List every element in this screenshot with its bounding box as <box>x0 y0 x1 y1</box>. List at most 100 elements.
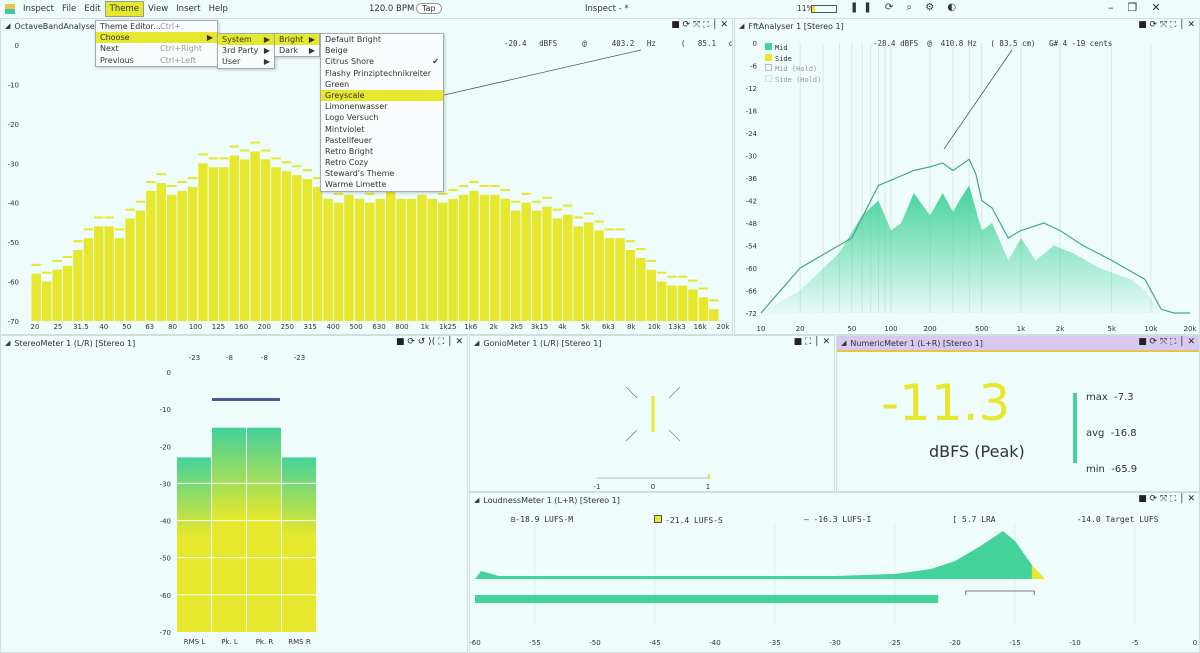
menu-theme-editor[interactable]: Theme Editor... Ctrl+. <box>100 22 184 31</box>
menu-user[interactable]: User ▶ <box>222 57 270 67</box>
collapse-icon[interactable]: ◢ <box>474 339 480 347</box>
theme-item[interactable]: Pastellfeuer <box>325 135 373 145</box>
theme-item[interactable]: Greyscale <box>321 89 443 102</box>
lra[interactable]: [ 5.7 LRA <box>952 515 996 524</box>
menu-system[interactable]: System ▶ <box>218 34 274 46</box>
octave-peak-hold <box>250 141 260 144</box>
collapse-icon[interactable]: ◢ <box>474 496 480 504</box>
octave-peak-hold <box>302 169 312 172</box>
theme-item[interactable]: Mintviolet <box>325 124 365 134</box>
octave-bar <box>625 250 636 321</box>
submenu-arrow-icon: ▶ <box>263 35 270 44</box>
octave-bar <box>396 198 406 321</box>
legend-side[interactable]: Side <box>765 53 821 65</box>
legend-mid-hold[interactable]: Mid (Hold) <box>765 64 821 75</box>
octave-bar <box>62 265 73 321</box>
octave-peak-hold <box>333 192 344 195</box>
octave-peak-hold <box>594 220 604 223</box>
fft-mid-area <box>761 185 1162 313</box>
legend-side-hold[interactable]: Side (Hold) <box>765 74 821 86</box>
lufs-s[interactable]: -21.4 LUFS-S <box>654 515 723 525</box>
octave-bar <box>604 238 615 321</box>
panel-toolbar[interactable]: ■ ⟳ ⤧ ⛶ │ ✕ <box>1138 337 1195 347</box>
collapse-icon[interactable]: ◢ <box>739 22 745 30</box>
menu-previous[interactable]: Previous Ctrl+Left <box>100 55 196 65</box>
menu-app[interactable]: Inspect <box>23 4 54 14</box>
octave-bar <box>354 198 365 321</box>
panel-toolbar[interactable]: ■ ⟳ ↺ ⟩⟨ ⛶ │ ✕ <box>395 337 463 347</box>
menu-insert[interactable]: Insert <box>176 4 201 14</box>
legend-mid[interactable]: Mid <box>765 43 821 54</box>
x-tick-label: 20 <box>31 323 40 331</box>
lufs-m[interactable]: ⊟-18.9 LUFS-M <box>510 515 574 524</box>
menu-choose[interactable]: Choose ▶ <box>96 32 217 44</box>
octave-bar <box>94 226 104 321</box>
x-tick-label: 10k <box>648 323 662 331</box>
y-tick-label: -42 <box>746 198 757 206</box>
x-tick-label: -55 <box>529 639 540 647</box>
menu-next[interactable]: Next Ctrl+Right <box>100 44 203 54</box>
y-tick-label: -40 <box>8 200 19 208</box>
collapse-icon[interactable]: ◢ <box>5 22 11 30</box>
y-tick-label: -48 <box>746 220 757 228</box>
theme-item[interactable]: Default Bright <box>325 35 382 44</box>
octave-bar <box>281 171 292 321</box>
menu-help[interactable]: Help <box>208 4 228 14</box>
x-tick-label: 2k <box>1056 325 1065 333</box>
collapse-icon[interactable]: ◢ <box>841 339 847 347</box>
panel-toolbar[interactable]: ■ ⟳ ⤧ ⛶ │ ✕ <box>1138 20 1195 30</box>
octave-peak-hold <box>187 177 198 180</box>
octave-peak-hold <box>709 299 719 302</box>
menu-bright[interactable]: Bright ▶ <box>275 34 319 46</box>
theme-item[interactable]: Green <box>325 79 350 89</box>
panel-toolbar[interactable]: ■ ⟳ ⤧ ⛶ │ ✕ <box>1138 494 1195 504</box>
panel-toolbar[interactable]: ■ ⟳ ⤧ ⛶ │ ✕ <box>671 20 728 30</box>
theme-item[interactable]: Beige <box>325 46 348 56</box>
theme-item[interactable]: Logo Versuch <box>325 113 379 123</box>
octave-bar <box>208 167 219 321</box>
tap-button[interactable]: Tap <box>416 3 442 14</box>
loudness-meter-panel: ◢ LoudnessMeter 1 (L+R) [Stereo 1] ■ ⟳ ⤧ … <box>469 492 1200 653</box>
menu-dark[interactable]: Dark ▶ <box>279 46 315 56</box>
meter-peak-value: -23 <box>189 354 200 362</box>
theme-item[interactable]: Steward's Theme <box>325 169 395 179</box>
window-controls[interactable]: –❐✕ <box>1108 1 1175 14</box>
target-lufs[interactable]: -14.0 Target LUFS <box>1076 515 1159 524</box>
gonio-axis <box>668 429 681 442</box>
system-menu: Bright ▶ Dark ▶ <box>274 33 320 58</box>
octave-bar <box>52 269 62 321</box>
fft-readout: -28.4 dBFS @ 410.8 Hz ( 83.5 cm) G# 4 -1… <box>873 39 1113 48</box>
y-tick-label: 0 <box>753 40 757 48</box>
menu-file[interactable]: File <box>61 4 77 14</box>
y-tick-label: -12 <box>746 85 757 93</box>
octave-bar <box>187 186 198 321</box>
lufs-i[interactable]: — -16.3 LUFS-I <box>803 515 872 524</box>
theme-item[interactable]: Flashy Prinziptechnikreiter <box>325 68 432 78</box>
octave-peak-hold <box>604 228 615 231</box>
theme-item[interactable]: Limonenwasser <box>325 102 388 112</box>
menu-3rd-party[interactable]: 3rd Party ▶ <box>222 46 270 56</box>
fft-panel: ◢ FftAnalyser 1 [Stereo 1] ■ ⟳ ⤧ ⛶ │ ✕ -2… <box>734 18 1200 335</box>
menu-theme[interactable]: Theme <box>104 1 144 17</box>
theme-item[interactable]: Warme Limette <box>325 180 387 190</box>
octave-peak-hold <box>83 228 94 231</box>
y-tick-label: -66 <box>746 288 758 296</box>
octave-bar <box>688 289 698 321</box>
meter-peak-value: -8 <box>226 354 233 362</box>
y-tick-label: -10 <box>8 81 19 89</box>
y-tick-label: -60 <box>746 265 757 273</box>
theme-item[interactable]: Citrus Shore ✔ <box>325 57 439 67</box>
transport-icons[interactable]: ❚❚ ⟳ ⌕ ⚙ ◐ <box>850 2 962 13</box>
theme-item[interactable]: Retro Cozy <box>325 158 369 168</box>
octave-peak-hold <box>41 271 52 274</box>
menu-edit[interactable]: Edit <box>84 4 101 14</box>
menu-view[interactable]: View <box>148 4 169 14</box>
octave-bar <box>292 175 302 321</box>
theme-item[interactable]: Retro Bright <box>325 146 374 156</box>
x-tick-label: 63 <box>145 323 154 331</box>
octave-bar <box>31 273 41 321</box>
octave-bar <box>698 297 709 321</box>
octave-bar <box>521 202 531 321</box>
panel-toolbar[interactable]: ■ ⛶ │ ✕ <box>793 337 830 347</box>
collapse-icon[interactable]: ◢ <box>5 339 11 347</box>
